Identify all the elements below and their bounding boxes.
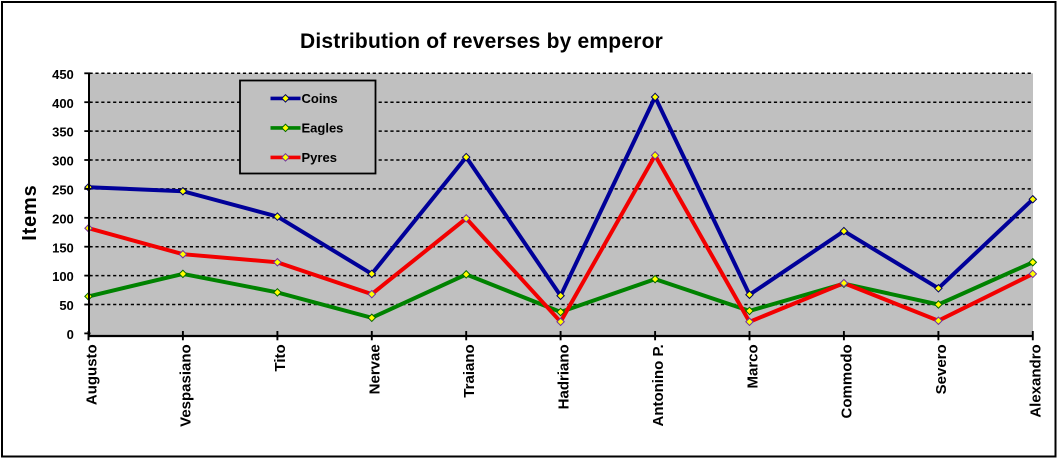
svg-text:Eagles: Eagles <box>302 121 344 136</box>
svg-text:300: 300 <box>52 154 74 169</box>
svg-text:Distribution of reverses by em: Distribution of reverses by emperor <box>300 30 663 53</box>
svg-text:400: 400 <box>52 96 74 111</box>
svg-text:450: 450 <box>52 67 74 82</box>
svg-text:Pyres: Pyres <box>302 150 337 165</box>
svg-text:250: 250 <box>52 183 74 198</box>
svg-text:Severo: Severo <box>933 344 950 394</box>
svg-text:350: 350 <box>52 125 74 140</box>
svg-text:Hadriano: Hadriano <box>555 344 572 409</box>
svg-text:Augusto: Augusto <box>83 344 100 405</box>
svg-text:Traiano: Traiano <box>461 344 478 397</box>
svg-text:150: 150 <box>52 240 74 255</box>
svg-text:Tito: Tito <box>272 344 289 371</box>
svg-text:0: 0 <box>67 327 74 342</box>
svg-text:Marco: Marco <box>744 344 761 388</box>
svg-text:Alexandro: Alexandro <box>1028 344 1045 417</box>
svg-text:200: 200 <box>52 211 74 226</box>
svg-text:50: 50 <box>59 298 73 313</box>
svg-text:Commodo: Commodo <box>839 344 856 418</box>
svg-text:Items: Items <box>19 184 41 240</box>
svg-text:Vespasiano: Vespasiano <box>178 344 195 427</box>
svg-text:Nervae: Nervae <box>367 344 384 394</box>
svg-text:Antonino P.: Antonino P. <box>650 344 667 426</box>
svg-text:Coins: Coins <box>302 91 338 106</box>
svg-text:100: 100 <box>52 269 74 284</box>
